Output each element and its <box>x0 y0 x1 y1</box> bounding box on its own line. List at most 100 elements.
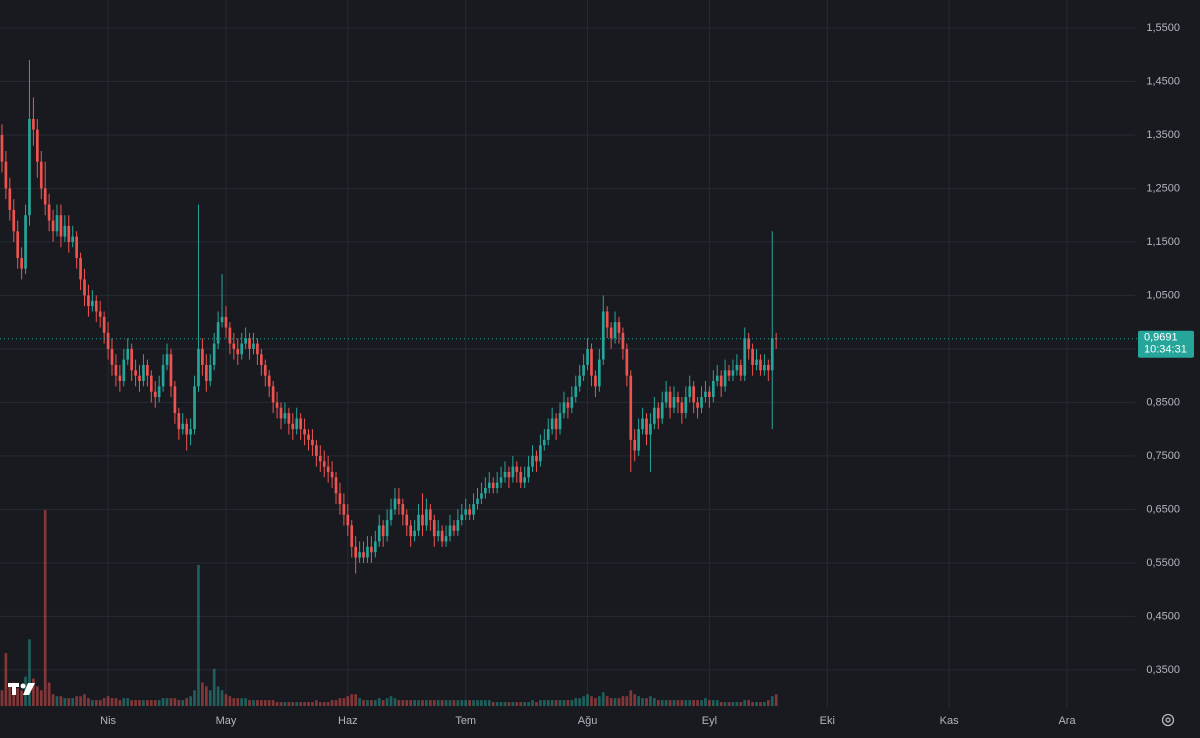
candle-body <box>134 370 137 376</box>
candle-body <box>499 477 503 483</box>
candle-body <box>366 546 369 558</box>
candle-body <box>444 536 448 542</box>
volume-bar <box>350 694 354 706</box>
candle-body <box>531 455 534 467</box>
candle-body <box>597 359 601 387</box>
candle-body <box>43 188 47 205</box>
candle-body <box>157 386 161 398</box>
candle-body <box>633 439 637 451</box>
candle-body <box>318 455 322 462</box>
candle-body <box>189 429 192 435</box>
candle-body <box>554 418 558 430</box>
volume-bar <box>263 700 267 706</box>
y-tick-label: 0,5500 <box>1146 557 1180 569</box>
volume-bar <box>122 698 126 706</box>
candle-body <box>267 375 271 387</box>
volume-bar <box>511 702 515 706</box>
candle-body <box>590 348 593 376</box>
volume-bar <box>759 702 762 706</box>
candle-body <box>114 364 118 376</box>
candle-body <box>224 316 228 328</box>
volume-bar <box>621 696 625 706</box>
y-tick-label: 1,4500 <box>1146 75 1180 87</box>
volume-bar <box>291 702 295 706</box>
volume-bar <box>279 702 283 706</box>
candle-body <box>287 413 291 424</box>
volume-bar <box>409 700 413 706</box>
volume-bar <box>739 702 743 706</box>
volume-bar <box>668 700 672 706</box>
volume-bar <box>763 702 766 706</box>
volume-bar <box>20 690 23 706</box>
volume-bar <box>244 698 247 706</box>
candle-body <box>621 332 625 349</box>
candle-body <box>346 514 350 526</box>
candle-body <box>739 364 743 376</box>
candle-body <box>413 530 416 537</box>
candle-body <box>759 359 762 371</box>
volume-bar <box>87 698 90 706</box>
volume-bar <box>381 700 385 706</box>
candle-body <box>452 525 456 531</box>
volume-bar <box>440 700 444 706</box>
candle-body <box>252 343 255 349</box>
volume-bar <box>307 702 310 706</box>
volume-bar <box>326 702 330 706</box>
volume-bar <box>397 700 401 706</box>
volume-bar <box>405 700 409 706</box>
candle-body <box>535 455 538 462</box>
candle-body <box>79 257 82 280</box>
volume-bar <box>193 690 196 706</box>
settings-icon[interactable] <box>1161 713 1175 727</box>
candle-body <box>763 364 766 371</box>
candle-body <box>460 514 464 521</box>
volume-bar <box>633 694 637 706</box>
candle-body <box>672 397 676 408</box>
candle-body <box>185 423 189 435</box>
candle-body <box>161 364 165 387</box>
volume-bar <box>224 694 228 706</box>
candle-body <box>417 514 420 531</box>
volume-bar <box>755 702 758 706</box>
volume-bar <box>531 700 534 706</box>
candle-body <box>39 161 43 189</box>
candle-body <box>755 359 758 365</box>
volume-bar <box>425 700 428 706</box>
volume-bar <box>625 696 629 706</box>
volume-bar <box>138 700 141 706</box>
volume-bar <box>114 698 118 706</box>
candle-body <box>118 375 122 382</box>
y-tick-label: 0,7500 <box>1146 450 1180 462</box>
candle-body <box>87 295 90 307</box>
volume-bar <box>664 700 668 706</box>
candle-body <box>197 348 200 387</box>
volume-bar <box>766 700 770 706</box>
candle-body <box>723 370 727 387</box>
candle-body <box>354 546 358 558</box>
candle-body <box>338 493 342 505</box>
candle-body <box>32 118 35 130</box>
volume-bar <box>354 694 358 706</box>
candle-body <box>216 322 220 344</box>
candle-body <box>562 402 566 414</box>
candle-body <box>539 445 542 462</box>
y-tick-label: 0,8500 <box>1146 396 1180 408</box>
volume-bar <box>260 700 263 706</box>
volume-bar <box>91 700 94 706</box>
candle-body <box>260 354 263 365</box>
volume-bar <box>134 700 137 706</box>
volume-bar <box>370 700 373 706</box>
candle-body <box>436 530 440 537</box>
volume-bar <box>287 702 291 706</box>
volume-bar <box>110 698 114 706</box>
volume-bar <box>362 700 365 706</box>
volume-bar <box>770 696 774 706</box>
volume-bar <box>487 700 491 706</box>
candle-body <box>63 225 67 237</box>
volume-bar <box>523 702 526 706</box>
candle-body <box>334 477 338 494</box>
candle-body <box>98 311 102 317</box>
candle-body <box>464 509 468 515</box>
volume-bar <box>468 700 471 706</box>
volume-bar <box>696 700 699 706</box>
